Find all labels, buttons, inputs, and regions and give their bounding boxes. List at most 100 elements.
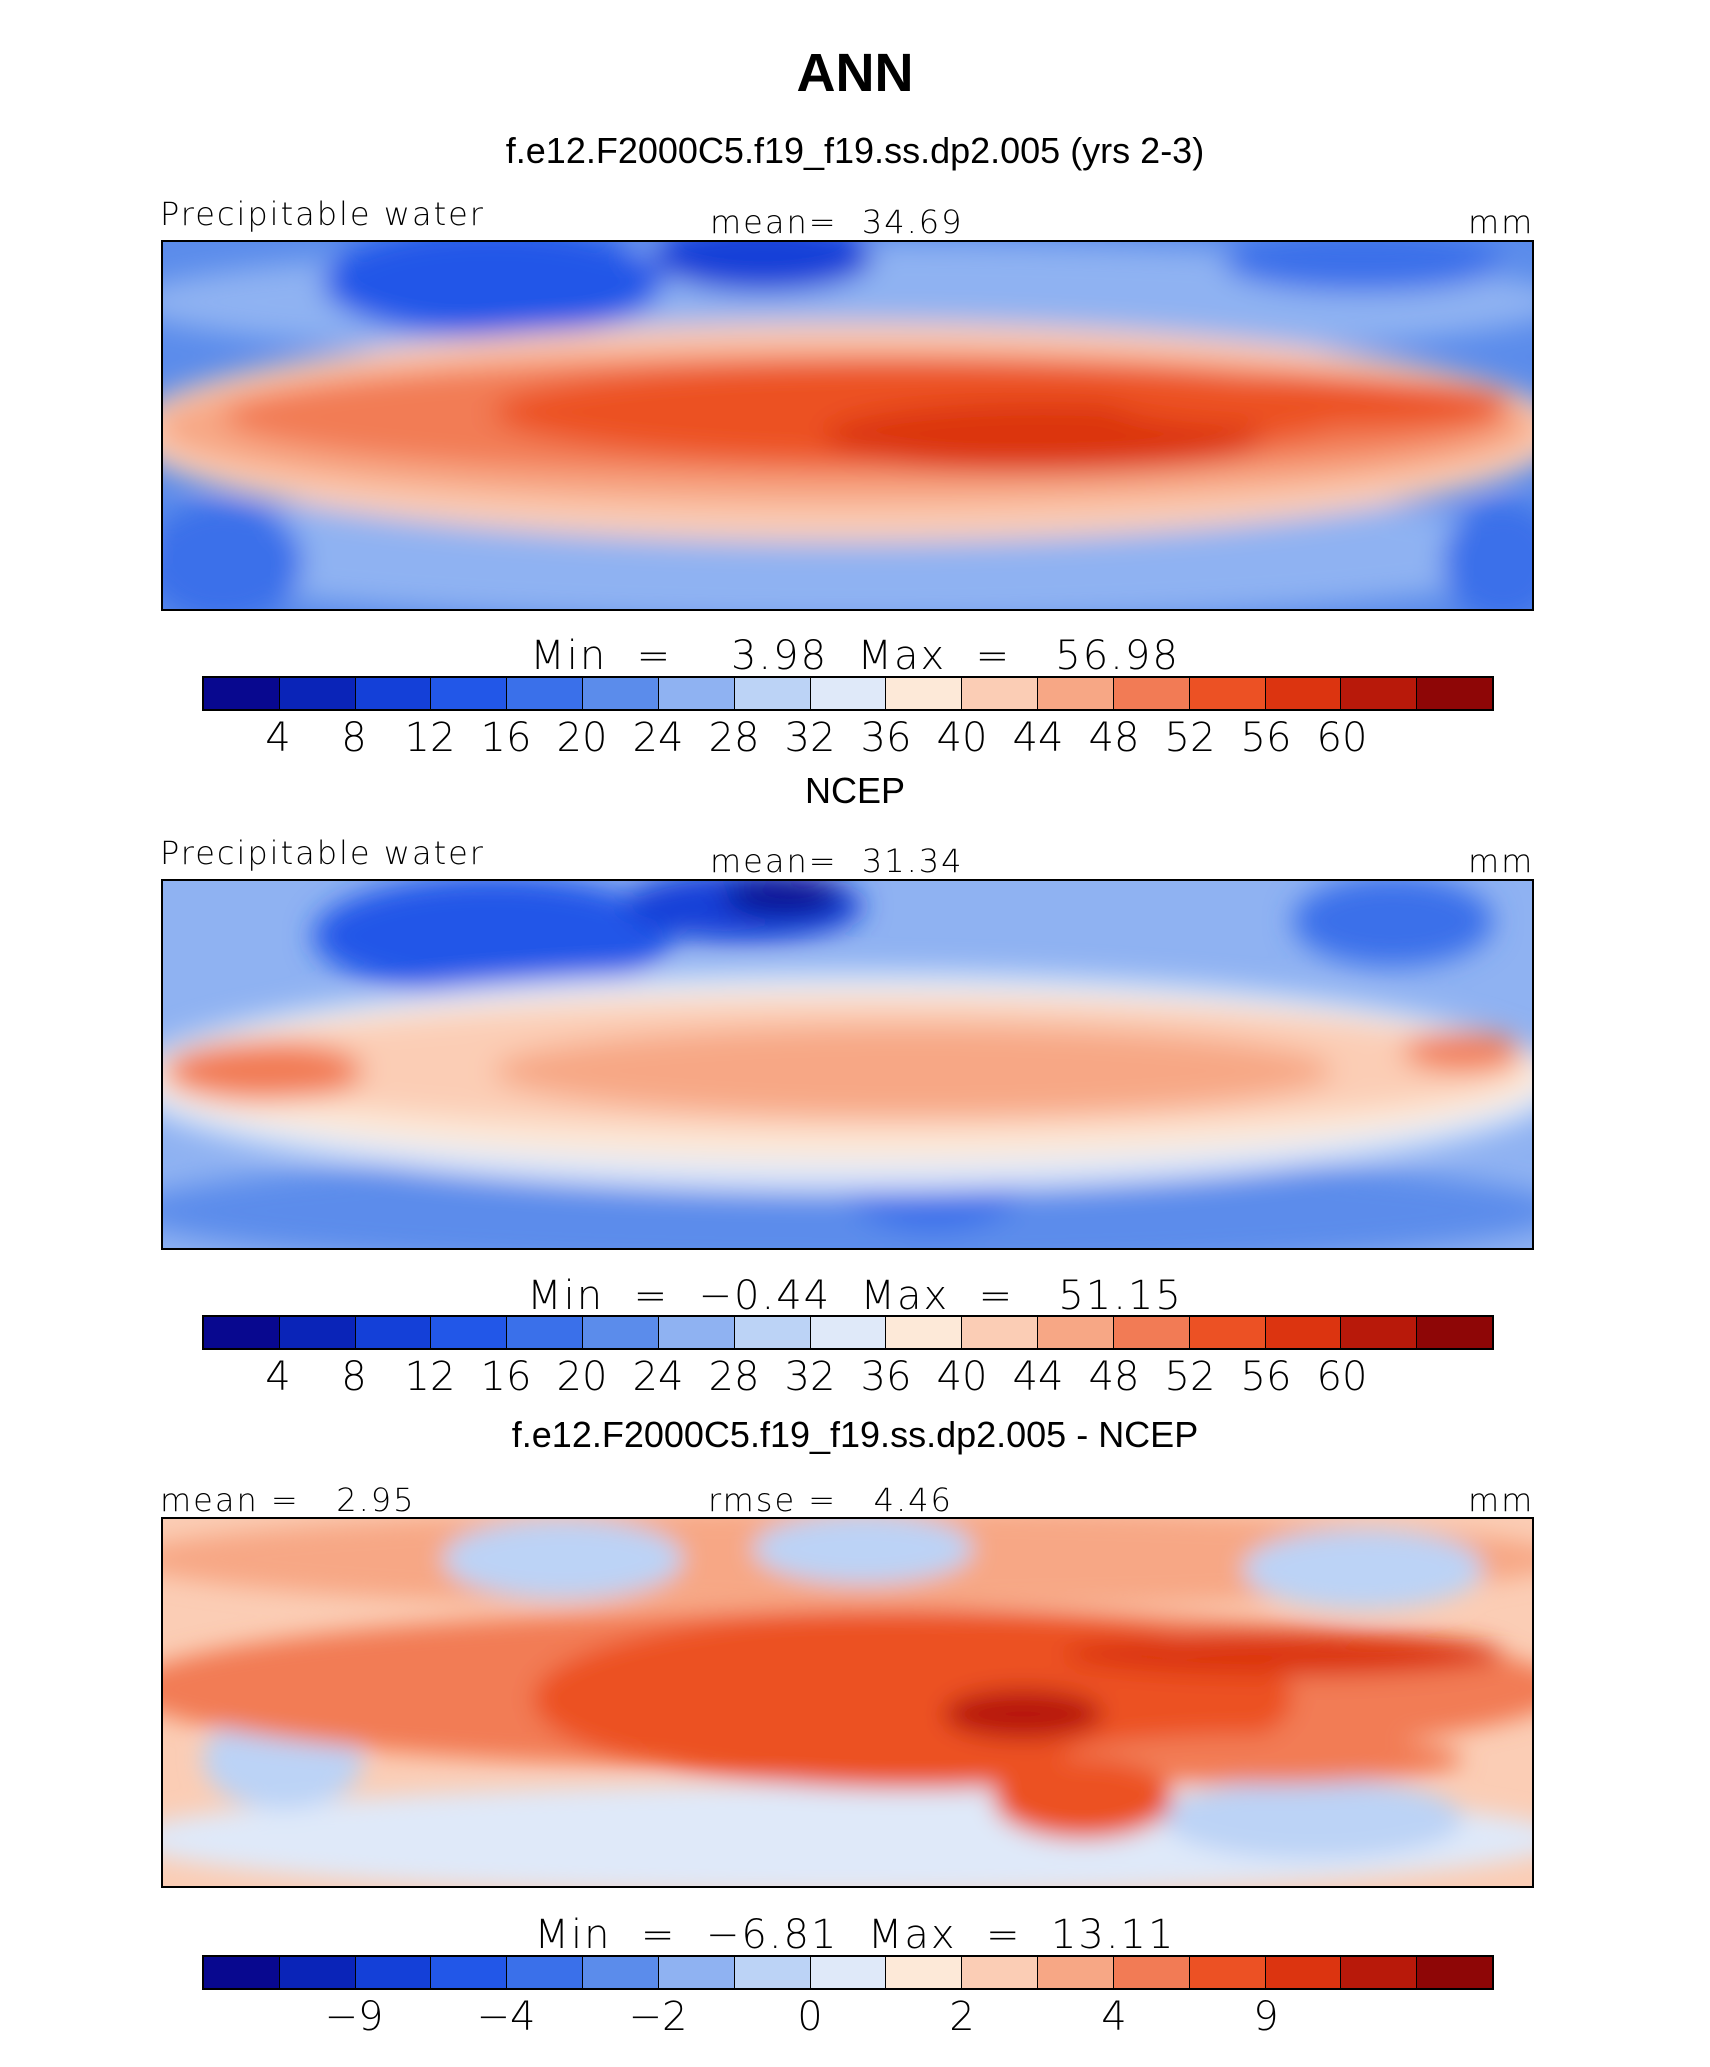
colorbar-tick-label: 52 <box>1164 1354 1216 1400</box>
colorbar-tick-label: 60 <box>1316 715 1368 761</box>
colorbar-swatch <box>1417 1957 1493 1988</box>
colorbar-tick-label: 4 <box>265 1354 291 1400</box>
colorbar-swatch <box>1265 1957 1342 1988</box>
panel-2-map <box>161 879 1534 1250</box>
colorbar-tick-label: 40 <box>936 715 988 761</box>
colorbar-swatch <box>1417 678 1493 709</box>
colorbar-tick-label: 36 <box>860 1354 912 1400</box>
colorbar-tick-label: −4 <box>476 1994 536 2040</box>
colorbar-swatch <box>1038 1957 1114 1988</box>
colorbar-swatch <box>810 678 887 709</box>
colorbar-tick-label: 16 <box>480 715 532 761</box>
panel-3-colorbar <box>202 1955 1494 1990</box>
colorbar-swatch <box>962 678 1039 709</box>
colorbar-swatch <box>886 1317 963 1348</box>
colorbar-swatch <box>658 1957 735 1988</box>
panel-3-min-max: Min = −6.81 Max = 13.11 <box>534 1912 1176 1958</box>
panel-1-units-label: mm <box>1468 203 1535 241</box>
colorbar-tick-label: 8 <box>341 715 367 761</box>
colorbar-tick-label: 28 <box>708 715 760 761</box>
colorbar-tick-label: 32 <box>784 1354 836 1400</box>
colorbar-tick-label: 2 <box>949 1994 975 2040</box>
colorbar-swatch <box>886 1957 963 1988</box>
colorbar-swatch <box>279 1317 356 1348</box>
colorbar-swatch <box>355 1957 432 1988</box>
panel-3-mean-label: mean = 2.95 <box>160 1481 416 1519</box>
colorbar-tick-label: 44 <box>1012 715 1064 761</box>
panel-2-min-max: Min = −0.44 Max = 51.15 <box>527 1273 1183 1319</box>
colorbar-swatch <box>658 678 735 709</box>
panel-1-variable-label: Precipitable water <box>160 195 485 233</box>
colorbar-swatch <box>1341 1957 1418 1988</box>
colorbar-swatch <box>507 1957 584 1988</box>
colorbar-tick-label: 36 <box>860 715 912 761</box>
colorbar-swatch <box>431 1957 508 1988</box>
colorbar-tick-label: 12 <box>404 1354 456 1400</box>
colorbar-tick-label: 20 <box>556 715 608 761</box>
colorbar-swatch <box>355 678 432 709</box>
colorbar-swatch <box>204 678 280 709</box>
main-title: ANN <box>796 43 914 103</box>
colorbar-swatch <box>431 678 508 709</box>
colorbar-tick-label: 48 <box>1088 1354 1140 1400</box>
colorbar-swatch <box>583 678 659 709</box>
panel-3-rmse-label: rmse = 4.46 <box>708 1481 953 1519</box>
colorbar-swatch <box>1189 678 1266 709</box>
colorbar-swatch <box>355 1317 432 1348</box>
colorbar-tick-label: 24 <box>632 715 684 761</box>
panel-3-title: f.e12.F2000C5.f19_f19.ss.dp2.005 - NCEP <box>511 1414 1199 1455</box>
colorbar-swatch <box>507 678 584 709</box>
colorbar-tick-label: 32 <box>784 715 836 761</box>
colorbar-swatch <box>1113 1317 1190 1348</box>
colorbar-swatch <box>1341 1317 1418 1348</box>
panel-2-title: NCEP <box>804 770 906 811</box>
colorbar-swatch <box>1189 1957 1266 1988</box>
colorbar-swatch <box>962 1957 1039 1988</box>
colorbar-tick-label: 12 <box>404 715 456 761</box>
colorbar-swatch <box>431 1317 508 1348</box>
panel-3-units-label: mm <box>1468 1481 1535 1519</box>
colorbar-tick-label: 28 <box>708 1354 760 1400</box>
colorbar-tick-label: 4 <box>1101 1994 1127 2040</box>
colorbar-swatch <box>1038 678 1114 709</box>
colorbar-tick-label: 24 <box>632 1354 684 1400</box>
panel-2-colorbar <box>202 1315 1494 1350</box>
colorbar-tick-label: 56 <box>1240 715 1292 761</box>
colorbar-swatch <box>810 1317 887 1348</box>
panel-1-mean-label: mean= 34.69 <box>710 203 964 241</box>
colorbar-tick-label: 56 <box>1240 1354 1292 1400</box>
colorbar-tick-label: 0 <box>797 1994 823 2040</box>
colorbar-tick-label: 9 <box>1253 1994 1279 2040</box>
colorbar-swatch <box>962 1317 1039 1348</box>
colorbar-tick-label: 40 <box>936 1354 988 1400</box>
colorbar-swatch <box>734 678 811 709</box>
colorbar-swatch <box>204 1957 280 1988</box>
colorbar-tick-label: 60 <box>1316 1354 1368 1400</box>
colorbar-swatch <box>734 1957 811 1988</box>
colorbar-swatch <box>1113 1957 1190 1988</box>
colorbar-swatch <box>1113 678 1190 709</box>
colorbar-tick-label: 8 <box>341 1354 367 1400</box>
panel-1-min-max: Min = 3.98 Max = 56.98 <box>530 633 1180 679</box>
colorbar-swatch <box>1265 1317 1342 1348</box>
colorbar-swatch <box>204 1317 280 1348</box>
colorbar-swatch <box>1417 1317 1493 1348</box>
colorbar-swatch <box>279 1957 356 1988</box>
colorbar-swatch <box>1265 678 1342 709</box>
colorbar-swatch <box>279 678 356 709</box>
panel-3-colorbar-ticks: −9 −4 −2 0 2 4 9 <box>202 1997 1494 2041</box>
colorbar-swatch <box>1341 678 1418 709</box>
panel-2-mean-label: mean= 31.34 <box>710 842 964 880</box>
colorbar-tick-label: 16 <box>480 1354 532 1400</box>
colorbar-tick-label: 44 <box>1012 1354 1064 1400</box>
colorbar-tick-label: 52 <box>1164 715 1216 761</box>
colorbar-swatch <box>810 1957 887 1988</box>
colorbar-swatch <box>1038 1317 1114 1348</box>
colorbar-tick-label: 20 <box>556 1354 608 1400</box>
panel-3-map <box>161 1517 1534 1888</box>
panel-1-map <box>161 240 1534 611</box>
panel-2-units-label: mm <box>1468 842 1535 880</box>
colorbar-tick-label: −9 <box>324 1994 384 2040</box>
colorbar-swatch <box>507 1317 584 1348</box>
colorbar-tick-label: −2 <box>628 1994 688 2040</box>
